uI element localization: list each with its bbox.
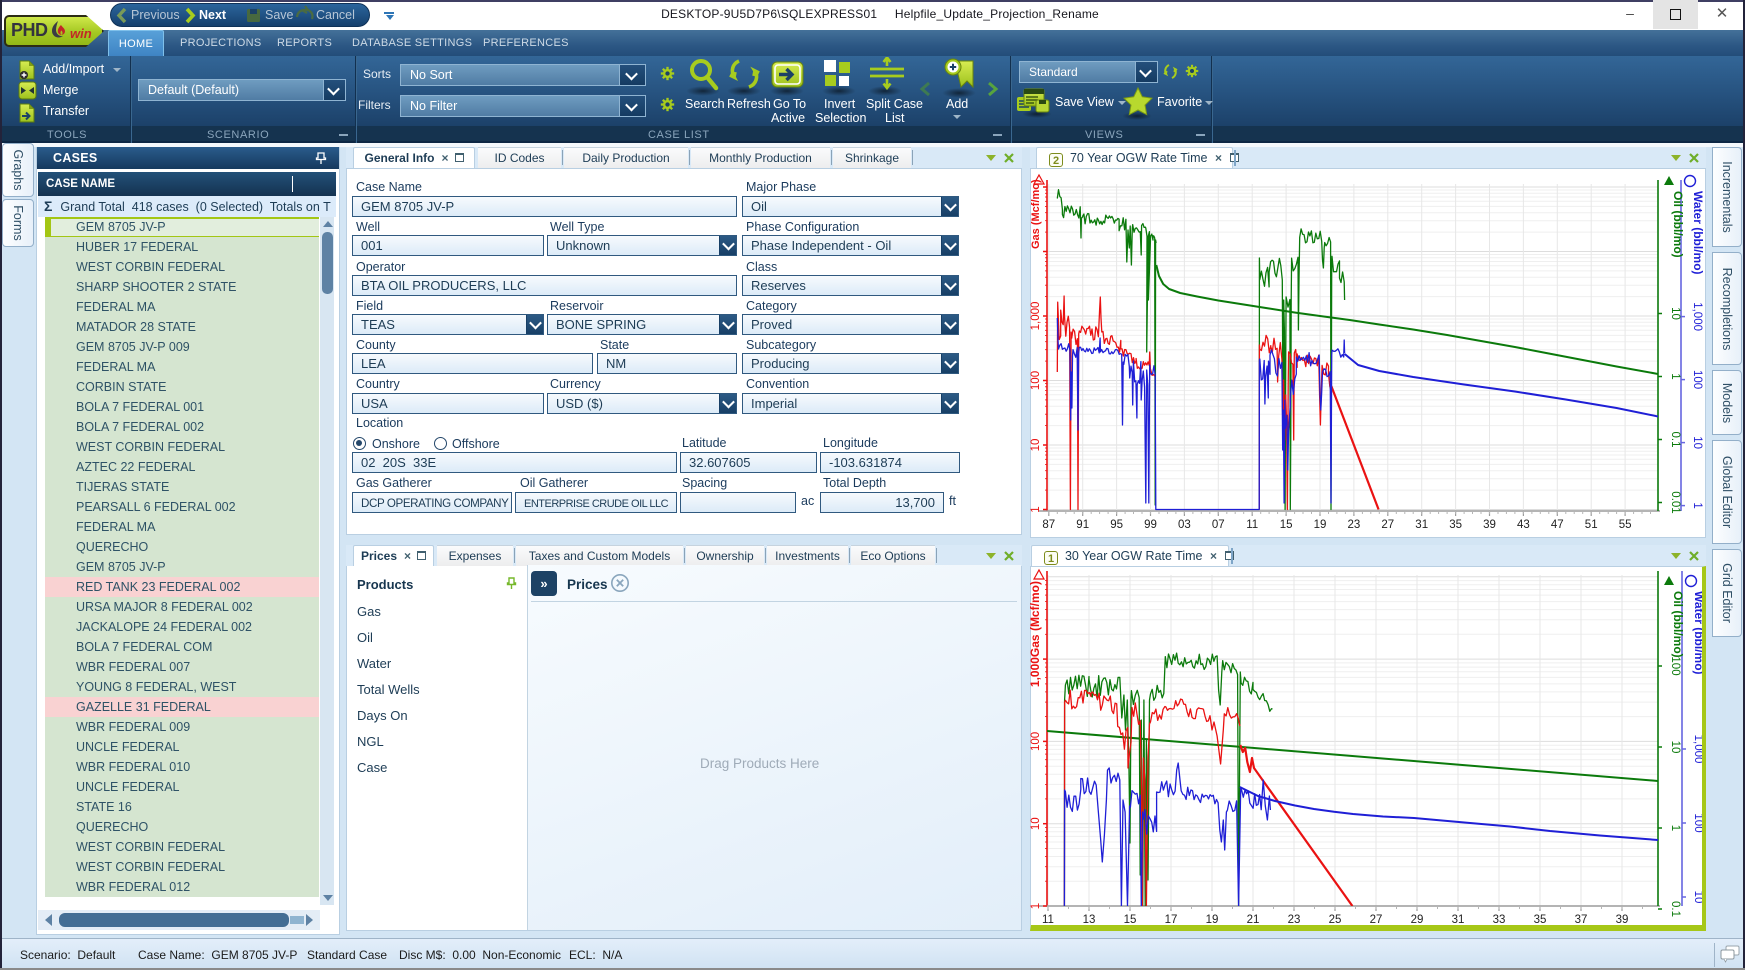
svg-text:Water (bbl/mo): Water (bbl/mo)	[1691, 191, 1705, 275]
svg-text:21: 21	[1247, 914, 1260, 926]
svg-text:1,000: 1,000	[1030, 302, 1042, 331]
svg-text:10: 10	[1030, 439, 1042, 452]
svg-text:11: 11	[1042, 914, 1054, 926]
svg-text:23: 23	[1288, 914, 1301, 926]
svg-text:100: 100	[1669, 656, 1681, 675]
svg-text:25: 25	[1329, 914, 1342, 926]
svg-text:55: 55	[1619, 519, 1632, 531]
svg-text:03: 03	[1178, 519, 1191, 531]
svg-text:Water (bbl/mo): Water (bbl/mo)	[1692, 591, 1702, 675]
svg-text:17: 17	[1165, 914, 1178, 926]
svg-text:19: 19	[1206, 914, 1219, 926]
svg-text:100: 100	[1030, 732, 1042, 751]
svg-text:27: 27	[1370, 914, 1383, 926]
svg-text:1,000: 1,000	[1692, 735, 1702, 764]
svg-text:95: 95	[1110, 519, 1123, 531]
svg-text:23: 23	[1348, 519, 1361, 531]
svg-text:87: 87	[1042, 519, 1055, 531]
svg-text:39: 39	[1483, 519, 1496, 531]
svg-text:100: 100	[1692, 813, 1702, 832]
svg-text:43: 43	[1517, 519, 1530, 531]
svg-text:31: 31	[1415, 519, 1428, 531]
svg-text:37: 37	[1575, 914, 1588, 926]
svg-text:51: 51	[1585, 519, 1598, 531]
svg-text:Oil (bbl/mo): Oil (bbl/mo)	[1671, 591, 1685, 658]
svg-text:1: 1	[1669, 825, 1681, 831]
svg-text:0.1: 0.1	[1669, 432, 1681, 448]
svg-text:39: 39	[1616, 914, 1629, 926]
svg-text:Gas (Mcf/mo): Gas (Mcf/mo)	[1030, 179, 1042, 249]
svg-text:1: 1	[1030, 506, 1042, 512]
svg-text:0.01: 0.01	[1669, 491, 1681, 513]
svg-text:47: 47	[1551, 519, 1564, 531]
svg-text:10: 10	[1669, 741, 1681, 754]
svg-text:33: 33	[1493, 914, 1506, 926]
svg-text:31: 31	[1452, 914, 1465, 926]
svg-text:35: 35	[1449, 519, 1462, 531]
svg-text:15: 15	[1280, 519, 1293, 531]
svg-text:100: 100	[1030, 371, 1042, 390]
svg-text:100: 100	[1691, 370, 1703, 389]
svg-text:10: 10	[1669, 307, 1681, 320]
svg-text:07: 07	[1212, 519, 1225, 531]
svg-text:1: 1	[1691, 502, 1703, 508]
svg-text:0.1: 0.1	[1669, 901, 1681, 917]
svg-text:1,000: 1,000	[1691, 302, 1703, 331]
svg-text:19: 19	[1314, 519, 1327, 531]
svg-text:1: 1	[1030, 903, 1042, 909]
svg-text:91: 91	[1076, 519, 1089, 531]
svg-text:10: 10	[1030, 817, 1042, 830]
svg-text:10: 10	[1692, 891, 1702, 904]
svg-text:15: 15	[1124, 914, 1137, 926]
svg-text:10: 10	[1691, 436, 1703, 449]
svg-text:35: 35	[1534, 914, 1547, 926]
svg-text:29: 29	[1411, 914, 1424, 926]
svg-text:99: 99	[1144, 519, 1157, 531]
svg-text:13: 13	[1083, 914, 1096, 926]
svg-text:27: 27	[1381, 519, 1394, 531]
svg-text:1: 1	[1669, 373, 1681, 379]
svg-text:11: 11	[1246, 519, 1258, 531]
svg-text:1,000Gas (Mcf/mo): 1,000Gas (Mcf/mo)	[1030, 581, 1042, 687]
svg-text:Oil (bbl/mo): Oil (bbl/mo)	[1671, 191, 1685, 258]
